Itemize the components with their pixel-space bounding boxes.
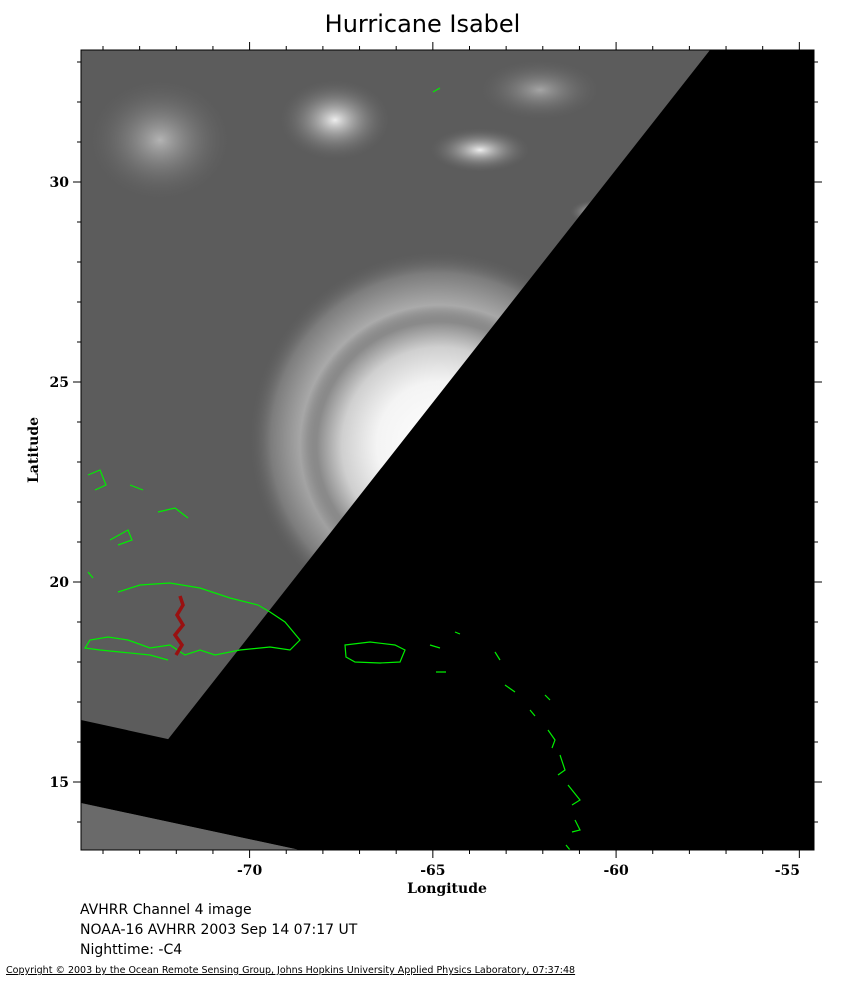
y-tick-label: 20 (50, 575, 70, 591)
axis-ticks (73, 42, 822, 858)
plot-frame (80, 49, 815, 851)
cloud-patch (430, 128, 530, 172)
cloud-patch (480, 60, 600, 120)
coastline-bahamas (87, 469, 189, 579)
x-tick-label: -70 (237, 863, 263, 879)
coastline-north-isle (432, 87, 441, 93)
y-tick-label: 15 (50, 775, 69, 791)
y-tick-label: 30 (50, 175, 70, 191)
coastline-hispaniola (83, 582, 301, 661)
coastlines (83, 87, 581, 850)
x-tick-label: -60 (603, 863, 629, 879)
cloud-patch (90, 80, 230, 200)
coastline-virgin-islands (429, 631, 461, 673)
coastline-puerto-rico (344, 641, 406, 664)
info-line-channel: AVHRR Channel 4 image (80, 902, 252, 918)
copyright-notice: Copyright © 2003 by the Ocean Remote Sen… (6, 965, 576, 976)
no-data-swath-south (81, 720, 437, 850)
cloud-patch (280, 80, 390, 160)
y-tick-labels: 30 25 20 15 (50, 175, 70, 791)
x-tick-labels: -70 -65 -60 -55 (237, 863, 800, 879)
x-tick-label: -65 (420, 863, 445, 879)
haiti-dr-border (172, 595, 186, 656)
x-axis-title: Longitude (407, 881, 487, 897)
coastline-lesser-antilles (494, 651, 581, 850)
info-line-nighttime: Nighttime: -C4 (80, 942, 183, 958)
x-tick-label: -55 (775, 863, 800, 879)
info-line-satellite: NOAA-16 AVHRR 2003 Sep 14 07:17 UT (80, 922, 358, 938)
page-title: Hurricane Isabel (324, 10, 521, 38)
no-data-swath-east-edge (437, 50, 814, 850)
y-tick-label: 25 (50, 375, 69, 391)
y-axis-title: Latitude (26, 417, 42, 483)
southern-gray-strip (81, 803, 300, 850)
